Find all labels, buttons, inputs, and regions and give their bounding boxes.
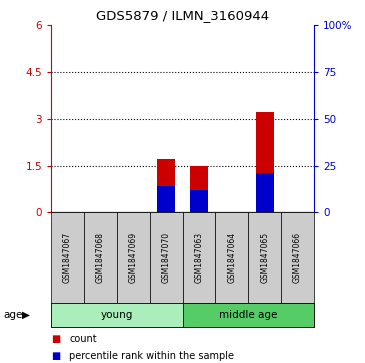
Text: GSM1847066: GSM1847066	[293, 232, 302, 283]
Text: GSM1847063: GSM1847063	[195, 232, 203, 283]
Bar	[190, 190, 208, 212]
Text: GSM1847070: GSM1847070	[162, 232, 170, 283]
Bar	[157, 186, 175, 212]
Text: middle age: middle age	[219, 310, 277, 320]
Text: percentile rank within the sample: percentile rank within the sample	[69, 351, 234, 361]
Text: ▶: ▶	[22, 310, 30, 320]
Text: GSM1847064: GSM1847064	[227, 232, 236, 283]
FancyBboxPatch shape	[51, 303, 182, 327]
FancyBboxPatch shape	[117, 212, 150, 303]
FancyBboxPatch shape	[182, 303, 314, 327]
Text: age: age	[4, 310, 23, 320]
Text: GSM1847069: GSM1847069	[129, 232, 138, 283]
Text: GSM1847068: GSM1847068	[96, 232, 105, 283]
Bar	[255, 112, 274, 212]
Text: GSM1847065: GSM1847065	[260, 232, 269, 283]
Text: count: count	[69, 334, 97, 344]
Bar	[157, 159, 175, 212]
FancyBboxPatch shape	[248, 212, 281, 303]
FancyBboxPatch shape	[281, 212, 314, 303]
FancyBboxPatch shape	[51, 212, 84, 303]
Text: ■: ■	[51, 351, 60, 361]
Text: young: young	[101, 310, 133, 320]
Bar	[190, 166, 208, 212]
FancyBboxPatch shape	[150, 212, 182, 303]
Text: GDS5879 / ILMN_3160944: GDS5879 / ILMN_3160944	[96, 9, 269, 22]
Text: ■: ■	[51, 334, 60, 344]
Text: GSM1847067: GSM1847067	[63, 232, 72, 283]
FancyBboxPatch shape	[84, 212, 117, 303]
Bar	[255, 173, 274, 212]
FancyBboxPatch shape	[182, 212, 215, 303]
FancyBboxPatch shape	[215, 212, 248, 303]
